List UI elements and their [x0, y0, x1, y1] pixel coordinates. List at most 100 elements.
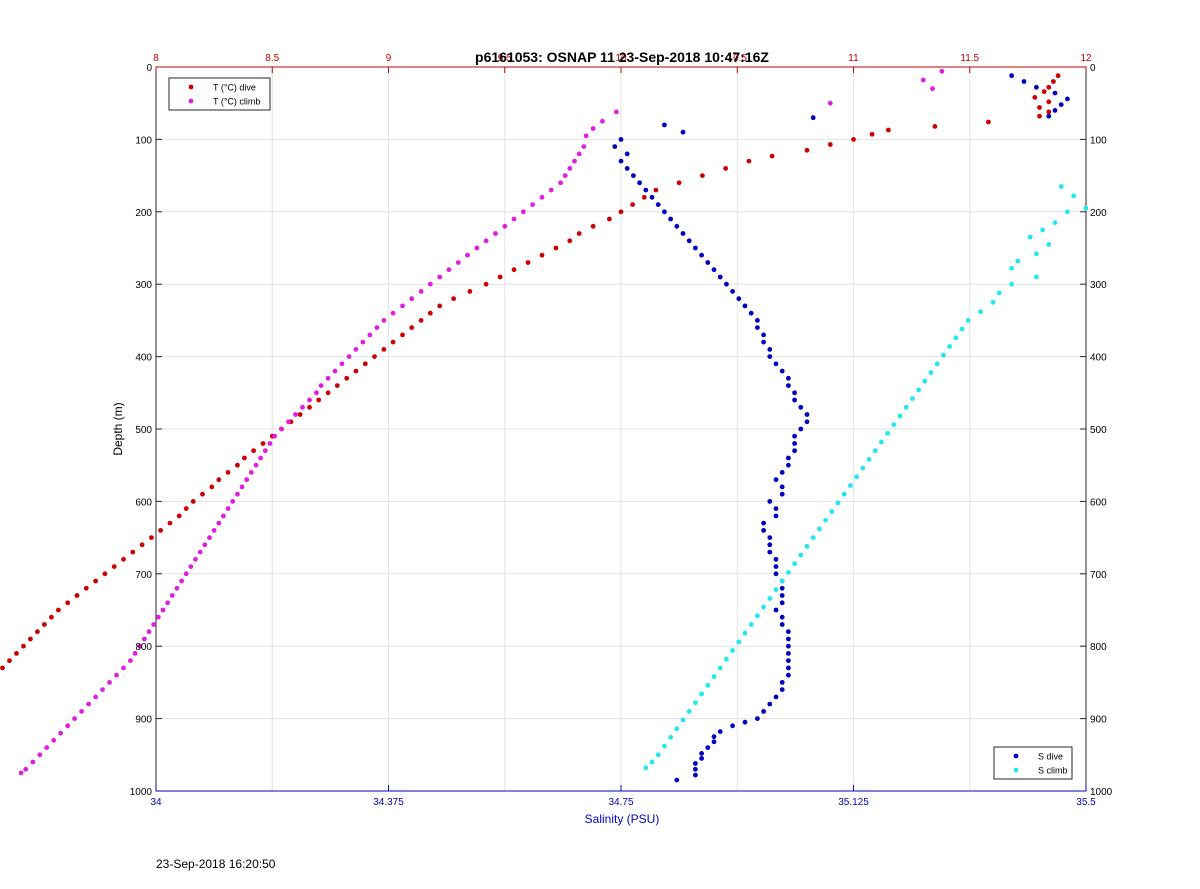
- data-point: [49, 614, 54, 620]
- data-point: [225, 506, 231, 511]
- data-point: [755, 613, 760, 619]
- data-point: [248, 470, 254, 475]
- y-tick-label-right: 500: [1090, 425, 1107, 436]
- x-top-tick-label: 8: [153, 53, 159, 64]
- data-point: [792, 433, 797, 439]
- data-point: [1052, 220, 1058, 226]
- data-point: [699, 756, 704, 761]
- data-point: [225, 470, 231, 475]
- data-point: [1083, 205, 1089, 211]
- data-point: [1055, 73, 1061, 79]
- data-point: [653, 187, 659, 193]
- data-point: [314, 390, 319, 396]
- data-point: [400, 303, 405, 309]
- data-point: [779, 470, 785, 475]
- data-point: [761, 520, 766, 526]
- data-point: [767, 549, 773, 555]
- x-bottom-axis-label: Salinity (PSU): [585, 812, 660, 826]
- data-point: [866, 457, 872, 462]
- y-tick-label-right: 900: [1090, 715, 1107, 726]
- footer-timestamp: 23-Sep-2018 16:20:50: [156, 857, 276, 871]
- data-point: [72, 716, 77, 721]
- data-point: [390, 310, 396, 316]
- data-point: [558, 180, 563, 186]
- data-point: [318, 383, 324, 388]
- data-point: [730, 648, 735, 653]
- data-point: [804, 412, 810, 417]
- data-point: [455, 260, 461, 265]
- data-point: [58, 730, 64, 736]
- y-tick-label-right: 1000: [1090, 787, 1113, 798]
- data-point: [1065, 209, 1070, 215]
- data-point: [996, 290, 1002, 296]
- data-point: [1034, 84, 1039, 90]
- data-point: [18, 770, 24, 776]
- data-point: [773, 477, 779, 483]
- data-point: [786, 462, 791, 468]
- data-point: [137, 643, 143, 649]
- data-point: [149, 535, 154, 540]
- data-point: [235, 491, 240, 497]
- data-point: [235, 462, 240, 468]
- data-point: [44, 745, 50, 750]
- data-point: [211, 528, 217, 533]
- data-point: [267, 441, 273, 446]
- data-point: [100, 687, 105, 692]
- data-point: [761, 604, 766, 610]
- data-point: [711, 734, 717, 740]
- data-point: [773, 556, 779, 562]
- legend-box: [168, 77, 271, 111]
- data-point: [169, 593, 175, 598]
- data-point: [717, 274, 723, 280]
- y-tick-label-left: 0: [146, 63, 152, 74]
- data-point: [325, 390, 331, 396]
- data-point: [742, 630, 748, 636]
- data-point: [779, 578, 785, 584]
- data-point: [786, 665, 791, 671]
- data-point: [630, 202, 635, 208]
- data-point: [872, 448, 878, 454]
- data-point: [779, 680, 785, 685]
- data-point: [334, 383, 340, 388]
- data-point: [86, 701, 91, 707]
- data-point: [1071, 193, 1076, 199]
- data-point: [885, 430, 890, 436]
- data-point: [742, 303, 748, 309]
- data-point: [146, 629, 152, 635]
- data-point: [934, 361, 940, 367]
- data-point: [618, 158, 624, 164]
- data-point: [30, 759, 36, 765]
- data-point: [581, 144, 587, 150]
- data-point: [829, 509, 835, 514]
- data-point: [207, 535, 212, 540]
- data-point: [779, 600, 785, 606]
- data-point: [139, 542, 145, 548]
- data-point: [548, 187, 554, 193]
- data-point: [367, 332, 373, 338]
- y-axis-label: Depth (m): [111, 402, 125, 455]
- data-point: [14, 651, 19, 656]
- data-point: [1009, 281, 1014, 287]
- data-point: [680, 717, 686, 723]
- data-point: [1032, 95, 1038, 100]
- data-point: [239, 484, 245, 490]
- data-point: [897, 413, 903, 419]
- data-point: [1021, 79, 1027, 84]
- data-point: [1037, 113, 1042, 119]
- data-point: [810, 115, 816, 121]
- data-point: [590, 223, 596, 229]
- data-point: [730, 289, 735, 294]
- data-point: [65, 723, 71, 729]
- data-point: [786, 629, 791, 635]
- data-point: [1052, 108, 1058, 113]
- data-point: [362, 361, 368, 367]
- data-point: [1046, 113, 1052, 119]
- data-point: [986, 119, 991, 125]
- data-point: [891, 422, 897, 428]
- data-point: [179, 578, 185, 584]
- data-point: [1041, 89, 1047, 94]
- data-point: [1046, 242, 1052, 247]
- data-point: [761, 339, 766, 345]
- data-point: [711, 739, 717, 745]
- legend-entry: S dive: [1038, 752, 1063, 762]
